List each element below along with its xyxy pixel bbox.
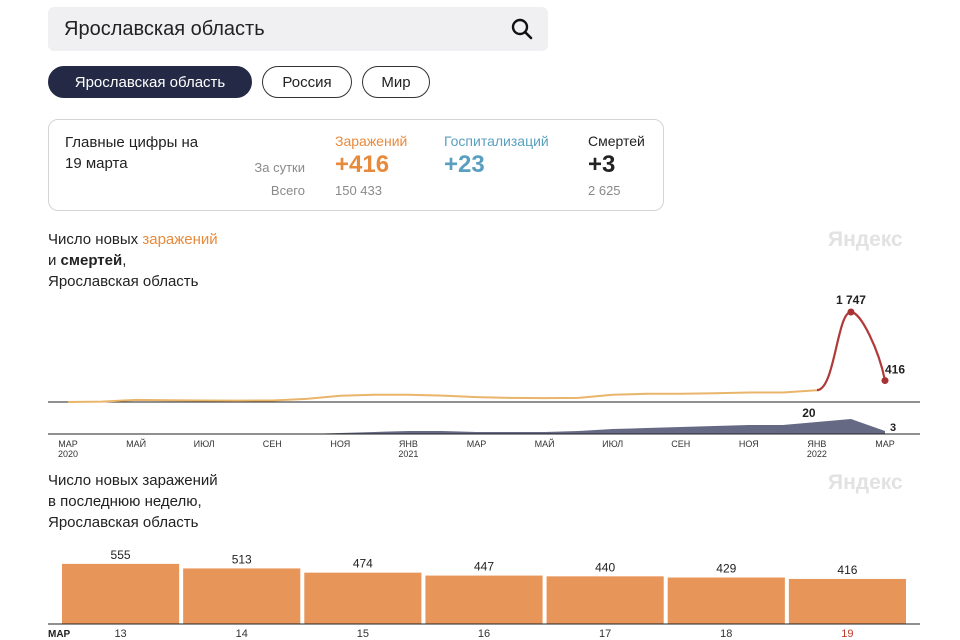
bar-category-label: 14 <box>236 628 248 640</box>
search-icon[interactable] <box>510 17 534 41</box>
x-tick-label: СЕН <box>263 439 282 449</box>
bar-value-label: 440 <box>595 560 615 574</box>
bar-month-label: МАР <box>48 629 71 640</box>
search-input[interactable]: Ярославская область <box>64 18 265 40</box>
bar <box>667 577 785 624</box>
chart1-title: Число новых заражений и смертей, Ярослав… <box>48 229 218 292</box>
infections-series-line <box>67 389 817 403</box>
bar <box>546 576 664 624</box>
bar-category-label: 13 <box>114 628 126 640</box>
search-bar[interactable]: Ярославская область <box>48 7 548 51</box>
row-label-day: За сутки <box>254 160 305 175</box>
chart1-title-line2-pre: и <box>48 252 61 269</box>
bar-value-label: 555 <box>111 548 131 562</box>
card-heading-date: 19 марта <box>65 155 128 172</box>
card-heading-line1: Главные цифры на <box>65 134 199 151</box>
infections-peak-segment <box>816 310 887 392</box>
x-tick-label: МАР <box>875 439 895 449</box>
x-tick-label: МАР <box>58 439 78 449</box>
bar-category-label: 16 <box>478 628 490 640</box>
peak-point <box>847 308 855 316</box>
chart1-title-region: Ярославская область <box>48 273 199 290</box>
chip-russia[interactable]: Россия <box>262 66 352 98</box>
x-tick-label: ИЮЛ <box>602 439 623 449</box>
bar-value-label: 416 <box>837 563 857 577</box>
infections-total-value: 150 433 <box>335 183 382 198</box>
deaths-day-value: +3 <box>588 151 616 178</box>
x-tick-year: 2022 <box>807 449 827 459</box>
hospital-label: Госпитализаций <box>444 133 549 149</box>
x-tick-label: НОЯ <box>739 439 759 449</box>
chart2-title: Число новых заражений в последнюю неделю… <box>48 470 218 533</box>
x-tick-label: МАЙ <box>126 438 146 449</box>
x-tick-label: ИЮЛ <box>194 439 215 449</box>
bar <box>183 568 301 624</box>
chart2-title-region: Ярославская область <box>48 514 199 531</box>
bar <box>788 578 906 624</box>
bar-category-label: 19 <box>841 628 853 640</box>
bar-value-label: 447 <box>474 560 494 574</box>
x-tick-year: 2020 <box>58 449 78 459</box>
deaths-label: Смертей <box>588 133 645 149</box>
x-tick-label: МАР <box>467 439 487 449</box>
card-heading: Главные цифры на 19 марта <box>65 132 198 174</box>
bar-value-label: 474 <box>353 557 373 571</box>
chart1-title-accent: заражений <box>142 231 218 248</box>
latest-point <box>881 377 889 385</box>
chart1-title-line2-bold: смертей <box>60 252 123 269</box>
chart2-title-line2: в последнюю неделю, <box>48 493 202 510</box>
bar-value-label: 513 <box>232 552 252 566</box>
infections-label: Заражений <box>335 133 408 149</box>
bar-value-label: 429 <box>716 562 736 576</box>
bar <box>62 563 180 624</box>
yandex-watermark-2: Яндекс <box>828 471 903 494</box>
deaths-series-area <box>68 419 885 434</box>
x-tick-year: 2021 <box>398 449 418 459</box>
x-tick-label: ЯНВ <box>399 439 418 449</box>
deaths-peak-label: 20 <box>802 406 816 420</box>
infections-day-value: +416 <box>335 151 390 178</box>
bar-category-label: 17 <box>599 628 611 640</box>
latest-value-label: 416 <box>885 363 905 377</box>
deaths-latest-label: 3 <box>890 422 896 434</box>
x-tick-label: МАЙ <box>535 438 555 449</box>
deaths-total-value: 2 625 <box>588 183 621 198</box>
x-tick-label: ЯНВ <box>807 439 826 449</box>
row-label-total: Всего <box>270 183 305 198</box>
chart1-title-pre: Число новых <box>48 231 143 248</box>
peak-value-label: 1 747 <box>836 293 866 307</box>
yandex-watermark-1: Яндекс <box>828 228 903 251</box>
hospital-day-value: +23 <box>444 151 485 178</box>
bar <box>304 572 422 624</box>
x-tick-label: НОЯ <box>330 439 350 449</box>
chart2-title-line1: Число новых заражений <box>48 472 218 489</box>
bar <box>425 575 543 624</box>
bar-category-label: 18 <box>720 628 732 640</box>
chart1-title-line2-post: , <box>122 252 127 269</box>
x-tick-label: СЕН <box>671 439 690 449</box>
chip-yaroslavl-region[interactable]: Ярославская область <box>48 66 252 98</box>
bar-category-label: 15 <box>357 628 369 640</box>
main-figures-card: Главные цифры на 19 марта За сутки Всего… <box>48 119 664 211</box>
chip-world[interactable]: Мир <box>362 66 430 98</box>
weekly-infections-bar-chart: 555 13 513 14 474 15 447 16 440 17 429 18 416 19 МАР <box>48 548 920 640</box>
